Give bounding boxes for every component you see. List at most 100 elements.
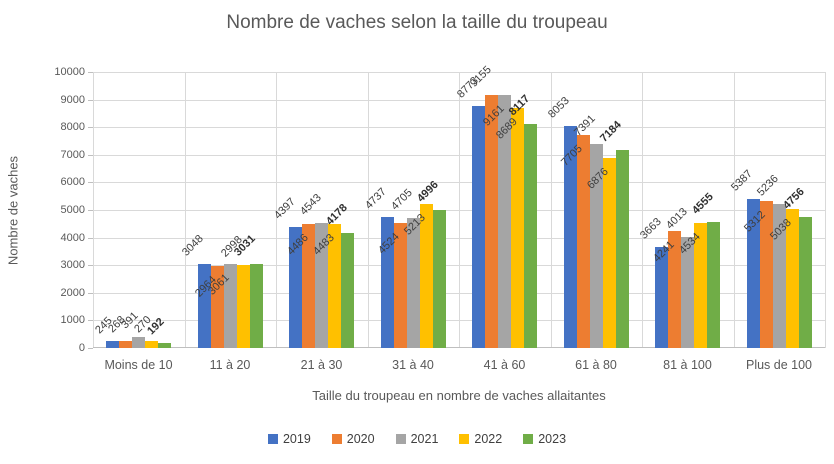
y-tick-label: 5000	[60, 204, 85, 216]
y-axis-tick	[88, 210, 93, 211]
x-category-label: Plus de 100	[745, 358, 813, 372]
x-category-label: 31 à 40	[392, 358, 434, 372]
x-category-label: 41 à 60	[483, 358, 526, 372]
y-tick-label: 2000	[60, 286, 85, 299]
bar-2020-3	[302, 224, 316, 348]
bar-2021-3	[315, 222, 329, 348]
y-tick-label: 4000	[60, 231, 85, 244]
bar-2022-1	[145, 340, 159, 348]
gridline-vertical	[825, 72, 826, 348]
bar-2021-5	[498, 95, 512, 348]
y-axis-tick	[88, 237, 93, 239]
bar-2023-8	[798, 216, 812, 348]
y-axis-tick	[88, 348, 93, 349]
y-axis-tick	[88, 292, 93, 294]
y-axis-title: Nombre de vaches	[5, 155, 21, 266]
gridline-vertical	[276, 72, 277, 348]
legend-swatch-icon	[523, 434, 534, 444]
legend: 2019 2020 2021 2022 2023	[0, 432, 834, 446]
x-category-label: 81 à 100	[663, 358, 712, 372]
y-axis-tick	[88, 127, 93, 129]
legend-swatch-icon	[459, 434, 470, 444]
bar-2019-6	[563, 125, 577, 348]
bar-2022-5	[511, 108, 525, 348]
y-axis-tick	[88, 72, 93, 73]
legend-swatch-icon	[331, 434, 342, 444]
bar-2023-5	[524, 123, 538, 348]
legend-label: 2022	[474, 432, 503, 446]
bar-2021-6	[589, 144, 603, 348]
gridline-vertical	[551, 72, 552, 348]
bar-2020-1	[119, 340, 133, 348]
bar-2023-2	[249, 264, 263, 348]
bar-2020-5	[485, 95, 499, 348]
y-tick-label: 7000	[60, 148, 85, 161]
y-axis-tick	[88, 182, 93, 184]
legend-label: 2023	[538, 432, 567, 446]
y-tick-label: 3000	[60, 259, 85, 272]
bar-2022-2	[236, 265, 250, 348]
y-axis-tick	[88, 265, 93, 267]
legend-label: 2019	[282, 432, 311, 446]
x-category-label: 11 à 20	[209, 358, 251, 372]
gridline-vertical	[642, 72, 643, 348]
bar-2019-4	[380, 217, 394, 348]
y-tick-label: 6000	[60, 176, 85, 189]
legend-item-2021: 2021	[395, 432, 439, 446]
bar-2021-2	[223, 263, 237, 348]
bar-2019-7	[655, 246, 669, 348]
plot-area	[88, 72, 826, 349]
legend-item-2023: 2023	[523, 432, 566, 446]
y-tick-label: 0	[78, 342, 85, 354]
bar-2019-3	[289, 226, 303, 348]
bar-2022-4	[419, 204, 433, 348]
x-axis-line	[93, 347, 825, 348]
bar-2021-4	[406, 218, 420, 348]
x-category-label: Moins de 10	[104, 358, 173, 372]
bar-2022-7	[694, 222, 708, 348]
gridline-vertical	[93, 72, 94, 348]
y-tick-label: 9000	[60, 93, 85, 106]
y-tick-label: 8000	[60, 121, 85, 134]
x-category-label: 21 à 30	[300, 358, 343, 372]
bar-2020-6	[576, 135, 590, 348]
bar-2021-1	[132, 337, 146, 348]
bar-2023-4	[432, 210, 446, 348]
y-tick-label: 1000	[60, 314, 85, 327]
bar-2022-6	[602, 158, 616, 348]
bar-2023-7	[707, 222, 721, 348]
bar-2020-8	[759, 201, 773, 348]
bar-2020-7	[668, 230, 682, 348]
x-axis-title: Taille du troupeau en nombre de vaches a…	[312, 388, 606, 403]
bar-2023-1	[158, 342, 172, 348]
gridline-vertical	[459, 72, 460, 348]
x-category-label: 61 à 80	[575, 358, 617, 372]
bar-2021-8	[772, 203, 786, 348]
legend-item-2019: 2019	[267, 432, 311, 446]
bar-2022-3	[328, 224, 342, 348]
legend-label: 2021	[410, 432, 439, 446]
y-axis-tick	[88, 320, 93, 322]
legend-swatch-icon	[395, 434, 406, 444]
bar-2021-7	[681, 237, 695, 348]
y-axis-tick	[88, 154, 93, 156]
gridline-vertical	[185, 72, 186, 348]
gridline-vertical	[368, 72, 369, 348]
legend-label: 2020	[346, 432, 375, 446]
bar-2020-2	[210, 266, 224, 348]
bar-2019-5	[472, 105, 486, 348]
y-tick-label: 10000	[54, 66, 85, 78]
bar-2022-8	[785, 208, 799, 348]
bar-2023-3	[341, 232, 355, 348]
legend-item-2020: 2020	[331, 432, 375, 446]
legend-item-2022: 2022	[459, 432, 502, 446]
legend-swatch-icon	[267, 434, 278, 444]
chart-title: Nombre de vaches selon la taille du trou…	[226, 12, 608, 33]
bar-2020-4	[393, 223, 407, 348]
bar-2019-1	[106, 341, 120, 348]
y-axis-tick	[88, 99, 93, 101]
bar-2023-6	[615, 149, 629, 348]
gridline-vertical	[734, 72, 735, 348]
bar-2019-2	[197, 263, 211, 348]
